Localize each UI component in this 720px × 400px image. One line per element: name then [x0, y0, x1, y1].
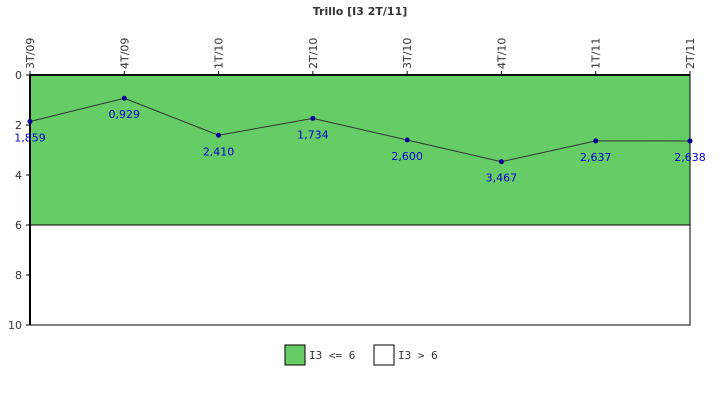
series-line: [29, 97, 691, 163]
x-tick-label: 4T/09: [118, 38, 131, 69]
x-tick-label: 1T/11: [590, 38, 603, 69]
legend-swatch-1: [284, 344, 306, 366]
x-tick-label: 2T/10: [307, 38, 320, 69]
data-point: [216, 132, 222, 138]
x-tick-label: 3T/09: [24, 38, 37, 69]
y-tick-label: 4: [15, 169, 22, 182]
data-point: [27, 118, 33, 124]
y-tick-label: 0: [15, 69, 22, 82]
x-tick-label: 2T/11: [684, 38, 697, 69]
x-tick-label: 1T/10: [213, 38, 226, 69]
x-tick-label: 4T/10: [495, 38, 508, 69]
data-label: 1,859: [14, 131, 46, 144]
legend: I3 <= 6 I3 > 6: [284, 344, 438, 366]
y-tick-label: 2: [15, 119, 22, 132]
data-label: 2,637: [580, 151, 612, 164]
data-point: [593, 138, 599, 144]
data-point: [121, 95, 127, 101]
plot-area: 0 2 4 6 8 10 3T/09 4T/09 1T/10 2T/10 3T/10 4T/10 1T/…: [8, 38, 706, 332]
y-tick-label: 10: [8, 319, 22, 332]
data-label: 1,734: [297, 128, 329, 141]
band-1: [29, 74, 691, 226]
legend-label-2: I3 > 6: [398, 349, 438, 362]
y-tick-label: 8: [15, 269, 22, 282]
band-2: [29, 224, 691, 326]
legend-swatch-2: [373, 344, 395, 366]
x-tick-label: 3T/10: [401, 38, 414, 69]
data-point: [404, 137, 410, 143]
data-label: 2,638: [674, 151, 706, 164]
data-point: [310, 115, 316, 121]
data-label: 2,600: [391, 150, 423, 163]
y-tick-label: 6: [15, 219, 22, 232]
data-point: [498, 159, 504, 165]
data-point: [687, 138, 693, 144]
chart-title: Trillo [I3 2T/11]: [313, 5, 408, 18]
legend-label-1: I3 <= 6: [309, 349, 355, 362]
data-label: 3,467: [486, 172, 518, 185]
data-label: 2,410: [203, 145, 235, 158]
data-label: 0,929: [109, 108, 141, 121]
